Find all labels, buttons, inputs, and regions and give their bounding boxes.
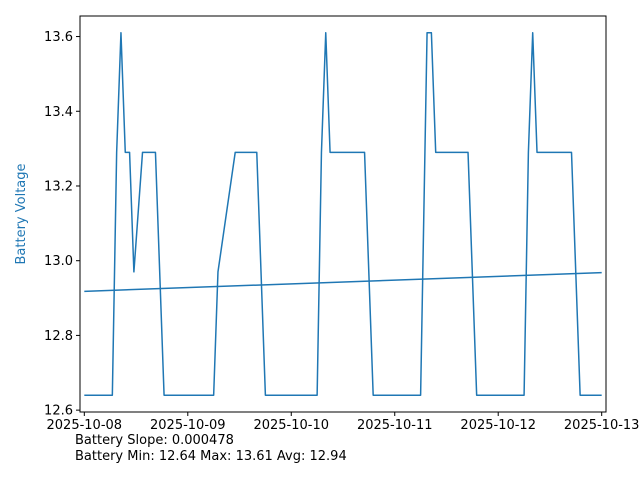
battery-slope-text: Battery Slope: 0.000478 [75, 433, 234, 448]
x-tick-label: 2025-10-13 [564, 418, 640, 433]
x-tick-label: 2025-10-08 [47, 418, 123, 433]
voltage-series-line [84, 32, 602, 396]
y-tick-label: 12.6 [44, 404, 73, 419]
plot-frame [79, 15, 607, 413]
x-tick-label: 2025-10-09 [150, 418, 226, 433]
battery-min-max-avg-text: Battery Min: 12.64 Max: 13.61 Avg: 12.94 [75, 449, 347, 464]
voltage-trend-line [84, 271, 602, 293]
y-axis: 12.6 12.8 13.0 13.2 13.4 13.6 [44, 30, 80, 419]
y-axis-label: Battery Voltage [14, 163, 29, 264]
y-tick-label: 13.4 [44, 105, 73, 120]
x-tick-label: 2025-10-11 [357, 418, 433, 433]
y-tick-label: 13.2 [44, 179, 73, 194]
series-layer [84, 32, 602, 396]
y-tick-label: 12.8 [44, 329, 73, 344]
x-axis: 2025-10-08 2025-10-09 2025-10-10 2025-10-11… [47, 412, 640, 433]
x-tick-label: 2025-10-12 [460, 418, 536, 433]
x-tick-label: 2025-10-10 [253, 418, 329, 433]
y-tick-label: 13.0 [44, 254, 73, 269]
y-tick-label: 13.6 [44, 30, 73, 45]
